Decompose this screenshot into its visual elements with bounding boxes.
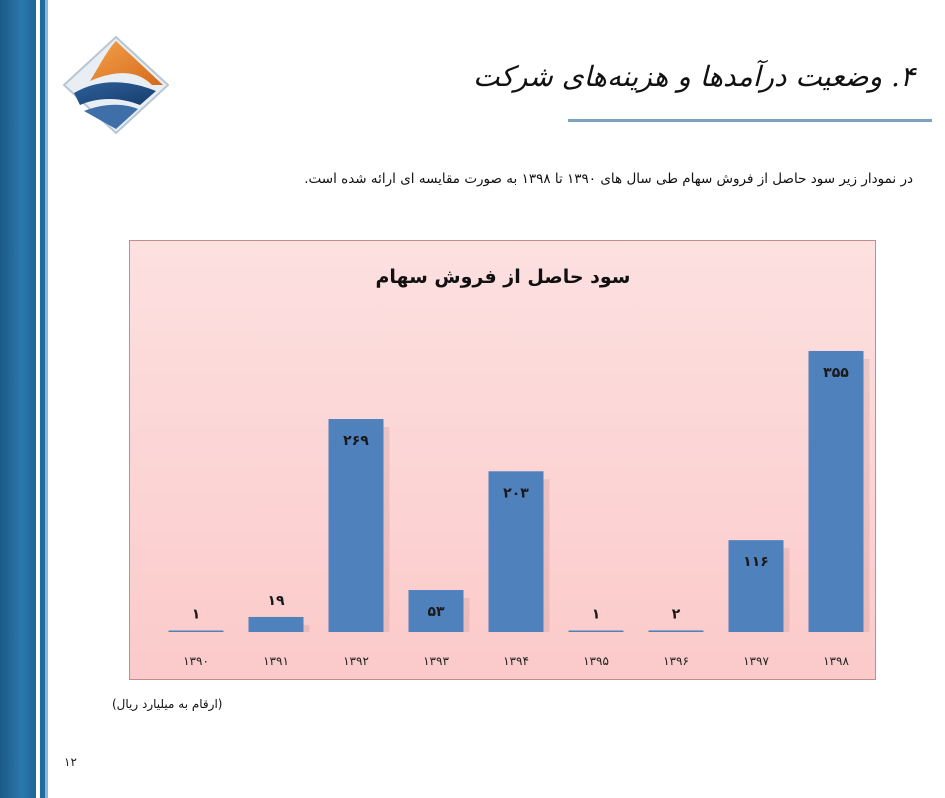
bar bbox=[248, 616, 304, 632]
bar bbox=[408, 590, 464, 632]
bar bbox=[328, 419, 384, 632]
x-tick-label: ۱۳۹۸ bbox=[823, 654, 849, 668]
data-label: ۱ bbox=[592, 607, 601, 623]
x-tick-label: ۱۳۹۶ bbox=[663, 654, 689, 668]
chart-container: سود حاصل از فروش سهام ۱ ۱۳۹۰ ۱۹ ۱۳۹۱ ۲۶۹ ۱۳۹۲… bbox=[129, 240, 876, 680]
data-label: ۲ bbox=[672, 606, 681, 622]
x-tick-label: ۱۳۹۳ bbox=[423, 654, 449, 668]
page-number: ۱۲ bbox=[64, 755, 77, 769]
data-label: ۳۵۵ bbox=[823, 365, 849, 381]
x-tick-label: ۱۳۹۵ bbox=[583, 654, 609, 668]
left-sidebar-decoration bbox=[0, 0, 48, 798]
sidebar-stripe-white bbox=[36, 0, 40, 798]
x-tick-label: ۱۳۹۲ bbox=[343, 654, 369, 668]
intro-paragraph: در نمودار زیر سود حاصل از فروش سهام طی س… bbox=[304, 171, 913, 187]
sidebar-stripe-light bbox=[45, 0, 48, 798]
data-label: ۲۰۳ bbox=[503, 485, 529, 501]
data-label: ۵۳ bbox=[427, 604, 445, 620]
bar-chart: سود حاصل از فروش سهام ۱ ۱۳۹۰ ۱۹ ۱۳۹۱ ۲۶۹ ۱۳۹۲… bbox=[168, 266, 870, 668]
bar bbox=[808, 350, 864, 632]
chart-title: سود حاصل از فروش سهام bbox=[376, 266, 631, 288]
bar bbox=[568, 630, 624, 632]
bar bbox=[488, 471, 544, 632]
data-label: ۱۹ bbox=[267, 593, 285, 609]
data-label: ۱۱۶ bbox=[743, 554, 769, 570]
bar bbox=[168, 630, 224, 632]
unit-note: (ارقام به میلیارد ریال) bbox=[112, 697, 223, 711]
section-heading: ۴. وضعیت درآمدها و هزینه‌های شرکت bbox=[473, 60, 915, 93]
data-label: ۱ bbox=[192, 607, 201, 623]
data-label: ۲۶۹ bbox=[343, 433, 369, 449]
x-tick-label: ۱۳۹۱ bbox=[263, 654, 289, 668]
sidebar-stripe-blue bbox=[40, 0, 45, 798]
sidebar-stripe-dark bbox=[0, 0, 36, 798]
x-tick-label: ۱۳۹۰ bbox=[183, 654, 209, 668]
heading-underline bbox=[568, 119, 932, 122]
x-tick-label: ۱۳۹۷ bbox=[743, 654, 769, 668]
bar bbox=[648, 630, 704, 632]
company-logo bbox=[62, 35, 170, 135]
bar bbox=[728, 540, 784, 632]
x-tick-label: ۱۳۹۴ bbox=[503, 654, 529, 668]
